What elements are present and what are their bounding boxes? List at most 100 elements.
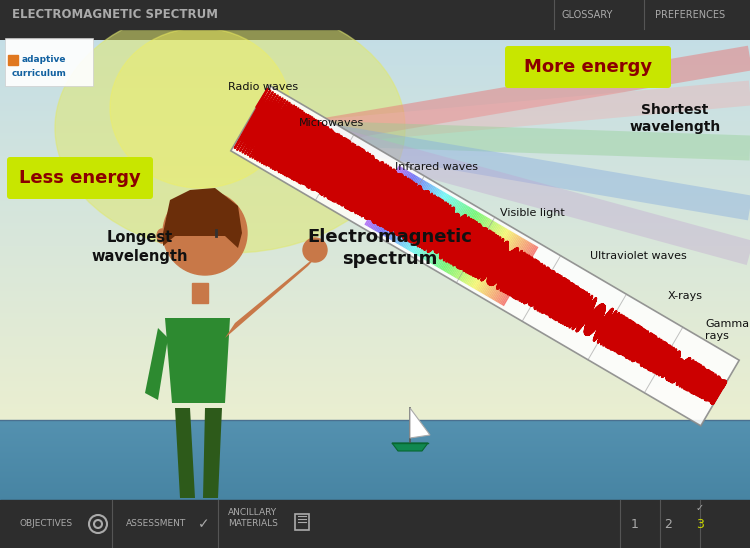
Polygon shape <box>490 239 526 299</box>
Polygon shape <box>466 225 502 285</box>
Circle shape <box>303 238 327 262</box>
Polygon shape <box>381 175 417 235</box>
Polygon shape <box>374 172 410 231</box>
Polygon shape <box>400 186 436 246</box>
Polygon shape <box>203 408 222 498</box>
Polygon shape <box>406 190 442 250</box>
Polygon shape <box>373 170 409 230</box>
Polygon shape <box>419 198 455 258</box>
Polygon shape <box>480 233 516 293</box>
FancyBboxPatch shape <box>505 46 671 88</box>
Text: ANCILLARY
MATERIALS: ANCILLARY MATERIALS <box>228 508 278 528</box>
Polygon shape <box>430 204 466 264</box>
Polygon shape <box>391 181 427 241</box>
Polygon shape <box>394 183 430 243</box>
Text: More energy: More energy <box>524 58 652 76</box>
Polygon shape <box>470 227 506 287</box>
Text: 3: 3 <box>696 517 704 530</box>
Polygon shape <box>473 229 508 289</box>
Polygon shape <box>446 213 482 273</box>
Text: Ultraviolet waves: Ultraviolet waves <box>590 251 687 261</box>
Polygon shape <box>416 196 452 256</box>
Polygon shape <box>472 228 508 288</box>
FancyBboxPatch shape <box>7 157 153 199</box>
Polygon shape <box>487 237 523 297</box>
Polygon shape <box>453 218 489 277</box>
Polygon shape <box>392 182 428 242</box>
Ellipse shape <box>110 28 290 188</box>
Polygon shape <box>467 226 503 286</box>
Polygon shape <box>414 195 450 254</box>
Polygon shape <box>418 197 454 256</box>
Polygon shape <box>425 201 461 261</box>
Polygon shape <box>231 85 740 426</box>
Polygon shape <box>496 243 532 303</box>
Polygon shape <box>387 179 423 238</box>
Polygon shape <box>482 234 518 294</box>
Polygon shape <box>483 235 519 295</box>
Polygon shape <box>450 216 486 276</box>
Polygon shape <box>448 214 484 274</box>
Text: curriculum: curriculum <box>12 70 67 78</box>
Text: Visible light: Visible light <box>500 208 565 218</box>
Polygon shape <box>496 242 532 302</box>
Polygon shape <box>500 244 536 305</box>
Polygon shape <box>145 328 168 400</box>
Polygon shape <box>405 190 441 249</box>
Polygon shape <box>491 239 527 300</box>
Polygon shape <box>427 203 464 262</box>
Polygon shape <box>415 195 451 255</box>
Polygon shape <box>368 167 403 227</box>
Polygon shape <box>366 166 402 226</box>
Polygon shape <box>175 408 195 498</box>
Polygon shape <box>439 209 475 269</box>
Polygon shape <box>403 188 438 248</box>
Polygon shape <box>449 215 485 275</box>
Text: Longest
wavelength: Longest wavelength <box>92 230 188 264</box>
Text: Electromagnetic
spectrum: Electromagnetic spectrum <box>308 228 472 268</box>
Polygon shape <box>493 241 529 300</box>
Polygon shape <box>379 174 415 233</box>
Polygon shape <box>421 198 457 258</box>
Ellipse shape <box>157 229 167 243</box>
Text: ASSESSMENT: ASSESSMENT <box>126 520 186 528</box>
Polygon shape <box>424 200 460 260</box>
Bar <box>192 283 208 303</box>
Polygon shape <box>426 202 462 261</box>
Polygon shape <box>460 221 496 282</box>
Polygon shape <box>384 177 420 237</box>
Text: X-rays: X-rays <box>668 291 703 301</box>
Polygon shape <box>422 199 458 259</box>
Polygon shape <box>485 236 521 296</box>
Bar <box>8 55 18 65</box>
Polygon shape <box>445 213 481 272</box>
Polygon shape <box>386 178 422 238</box>
Polygon shape <box>163 188 242 248</box>
Polygon shape <box>390 180 426 240</box>
Polygon shape <box>458 220 494 280</box>
Polygon shape <box>380 175 416 235</box>
Polygon shape <box>165 318 230 403</box>
Polygon shape <box>433 206 470 266</box>
Polygon shape <box>442 211 478 271</box>
Polygon shape <box>459 221 495 281</box>
Polygon shape <box>498 244 534 304</box>
Polygon shape <box>225 253 320 338</box>
Polygon shape <box>452 216 488 277</box>
Polygon shape <box>454 218 490 278</box>
Text: Less energy: Less energy <box>20 169 141 187</box>
Polygon shape <box>377 173 413 233</box>
Text: 2: 2 <box>664 517 672 530</box>
Polygon shape <box>395 184 431 243</box>
Polygon shape <box>429 203 465 263</box>
Polygon shape <box>456 219 492 279</box>
Polygon shape <box>476 231 512 290</box>
Polygon shape <box>484 236 520 295</box>
Polygon shape <box>443 212 479 272</box>
Polygon shape <box>371 170 407 230</box>
Polygon shape <box>478 232 514 292</box>
Text: OBJECTIVES: OBJECTIVES <box>20 520 74 528</box>
Polygon shape <box>440 210 476 270</box>
Polygon shape <box>435 207 471 266</box>
Polygon shape <box>474 230 510 290</box>
